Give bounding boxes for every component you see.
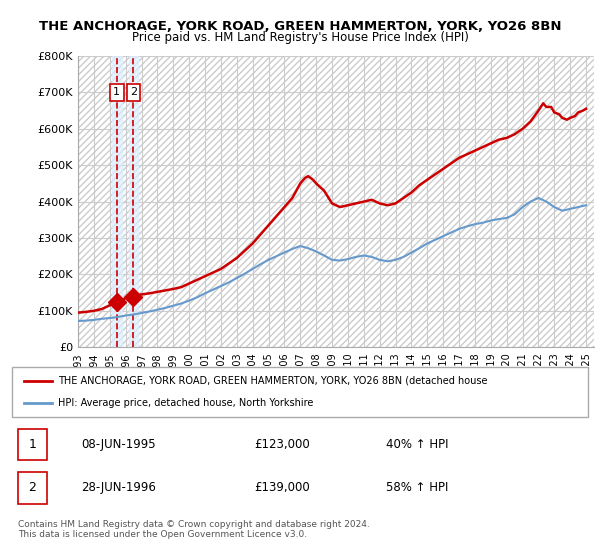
Text: 2: 2: [130, 87, 137, 97]
FancyBboxPatch shape: [12, 367, 588, 417]
Text: THE ANCHORAGE, YORK ROAD, GREEN HAMMERTON, YORK, YO26 8BN: THE ANCHORAGE, YORK ROAD, GREEN HAMMERTO…: [39, 20, 561, 32]
Text: 28-JUN-1996: 28-JUN-1996: [81, 482, 156, 494]
Text: 1: 1: [113, 87, 120, 97]
Bar: [128, 56, 138, 347]
Bar: [112, 56, 122, 347]
Text: HPI: Average price, detached house, North Yorkshire: HPI: Average price, detached house, Nort…: [58, 398, 313, 408]
Text: 08-JUN-1995: 08-JUN-1995: [81, 438, 156, 451]
Text: Price paid vs. HM Land Registry's House Price Index (HPI): Price paid vs. HM Land Registry's House …: [131, 31, 469, 44]
FancyBboxPatch shape: [18, 429, 47, 460]
Text: 40% ↑ HPI: 40% ↑ HPI: [386, 438, 449, 451]
Text: £139,000: £139,000: [254, 482, 310, 494]
Text: 58% ↑ HPI: 58% ↑ HPI: [386, 482, 449, 494]
Text: 1: 1: [28, 438, 36, 451]
Text: 2: 2: [28, 482, 36, 494]
FancyBboxPatch shape: [18, 472, 47, 503]
Text: THE ANCHORAGE, YORK ROAD, GREEN HAMMERTON, YORK, YO26 8BN (detached house: THE ANCHORAGE, YORK ROAD, GREEN HAMMERTO…: [58, 376, 488, 386]
Text: £123,000: £123,000: [254, 438, 310, 451]
Text: Contains HM Land Registry data © Crown copyright and database right 2024.
This d: Contains HM Land Registry data © Crown c…: [18, 520, 370, 539]
